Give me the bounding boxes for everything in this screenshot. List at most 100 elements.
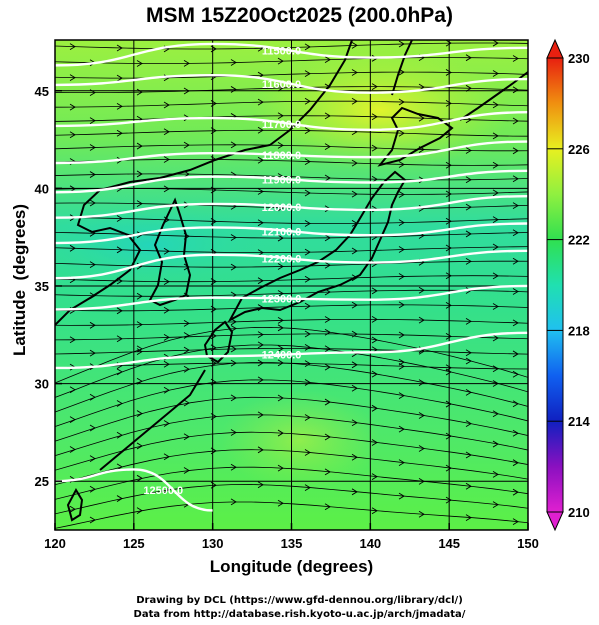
flow-arrow-icon [89,424,96,432]
flow-arrow-icon [136,292,143,300]
flow-arrow-icon [465,203,472,211]
flow-arrow-icon [371,439,378,446]
x-tick-label: 140 [359,536,381,551]
x-axis-label: Longitude (degrees) [209,557,374,576]
flow-arrow-icon [465,176,472,184]
flow-arrow-icon [277,57,284,65]
flow-arrow-icon [163,128,170,136]
flow-arrow-icon [324,112,331,120]
credit-data: Data from http://database.rish.kyoto-u.a… [133,609,466,620]
flow-arrow-icon [324,316,331,323]
flow-arrow-icon [398,392,405,400]
flow-arrow-icon [324,174,331,182]
flow-arrow-icon [116,335,123,343]
x-axis: 120 125 130 135 140 145 150 [44,523,539,551]
flow-arrow-icon [69,505,76,513]
flow-arrow-icon [257,219,264,227]
flow-arrow-icon [324,143,331,150]
colorbar-ticks: 210 214 218 222 226 230 [547,51,590,520]
flow-arrow-icon [445,99,452,107]
contour-label: 11600.0 [262,79,301,91]
y-tick-label: 25 [35,474,49,489]
flow-arrow-icon [69,103,76,111]
flow-arrow-icon [304,414,311,421]
flow-arrow-icon [418,445,425,452]
flow-arrow-icon [324,234,331,242]
flow-arrow-icon [304,158,311,166]
flow-arrow-icon [398,358,405,366]
flow-arrow-icon [512,147,519,155]
credit-drawing: Drawing by DCL (https://www.gfd-dennou.o… [136,595,463,606]
flow-arrow-icon [398,191,405,198]
flow-arrow-icon [351,274,358,282]
flow-arrow-icon [89,349,96,357]
flow-arrow-icon [418,412,425,419]
flow-arrow-icon [89,199,96,207]
flow-arrow-icon [89,261,96,269]
flow-arrow-icon [89,455,96,463]
flow-arrow-icon [69,74,76,82]
flow-arrow-icon [163,185,170,193]
coastline-korea [148,197,192,307]
flow-arrow-icon [512,288,519,295]
flow-arrow-icon [230,318,237,326]
flow-arrow-icon [230,345,237,353]
flow-arrow-icon [398,40,405,48]
flow-arrow-icon [116,215,123,222]
flow-arrow-icon [351,419,358,427]
flow-arrow-icon [183,433,190,441]
flow-arrow-icon [418,114,425,122]
flow-arrow-icon [304,43,311,51]
flow-arrow-icon [116,495,123,502]
contour-line [55,42,528,67]
flow-arrow-icon [398,273,405,280]
flow-arrow-icon [257,481,264,489]
flow-arrow-icon [277,263,284,270]
flow-arrow-icon [230,234,237,241]
contour-line [55,169,528,194]
flow-arrow-icon [183,399,190,407]
flow-arrow-icon [445,272,452,280]
flow-arrow-icon [371,113,378,121]
flow-arrow-icon [324,433,331,441]
flow-arrow-icon [371,473,378,480]
flow-arrow-icon [371,507,378,515]
contour-label: 11900.0 [262,175,301,187]
flow-arrow-icon [324,56,331,64]
flow-arrow-icon [257,98,264,106]
flow-arrow-icon [351,41,358,49]
flow-arrow-icon [445,161,452,169]
coastline-taiwan [66,487,84,522]
coastline-sakhalin [391,40,413,96]
flow-arrow-icon [371,144,378,152]
contour-line [55,140,528,165]
contour-line [55,222,528,245]
flow-arrow-icon [324,261,331,269]
flow-arrow-icon [230,325,237,332]
flow-arrow-icon [398,161,405,168]
flow-arrow-icon [445,244,452,252]
flow-arrow-icon [69,416,76,424]
flow-arrow-icon [136,474,143,482]
flow-arrow-icon [116,102,123,110]
flow-arrow-icon [116,431,123,439]
flow-arrow-icon [257,446,264,454]
flow-arrow-icon [512,429,519,437]
flow-arrow-icon [116,463,123,471]
colorbar: 210 214 218 222 226 230 [546,38,590,532]
flow-arrow-icon [351,301,358,309]
colorbar-tick-label: 218 [568,323,590,338]
flow-arrow-icon [465,349,472,357]
flow-arrow-icon [257,156,264,164]
flow-arrow-icon [257,188,264,195]
flow-arrow-icon [398,459,405,467]
flow-arrow-icon [183,263,190,271]
flow-arrow-icon [351,384,358,392]
flow-arrow-icon [69,43,76,51]
flow-arrow-icon [230,429,237,436]
flow-arrow-icon [277,234,284,242]
contour-label: 11800.0 [262,150,301,162]
flow-arrow-icon [304,302,311,310]
flow-arrow-icon [445,368,452,376]
